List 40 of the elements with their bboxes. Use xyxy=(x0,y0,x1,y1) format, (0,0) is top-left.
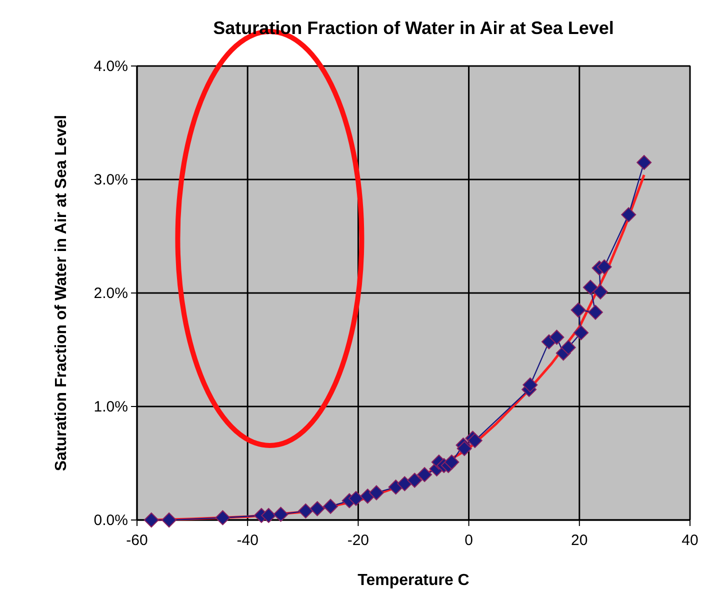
point xyxy=(397,476,412,492)
point xyxy=(273,506,288,522)
x-tick-label: -20 xyxy=(347,532,370,549)
x-tick-label: -40 xyxy=(236,532,258,549)
x-tick-label: -60 xyxy=(126,532,148,549)
point xyxy=(215,510,230,526)
chart-title: Saturation Fraction of Water in Air at Sea Level xyxy=(213,18,614,38)
point xyxy=(444,454,460,470)
point xyxy=(162,512,177,528)
x-tick-label: 40 xyxy=(682,532,698,549)
point xyxy=(588,304,603,320)
point xyxy=(144,512,159,528)
point xyxy=(456,440,472,456)
point xyxy=(348,490,364,506)
point xyxy=(560,340,576,355)
point xyxy=(368,485,384,500)
x-tick-label: 20 xyxy=(571,532,588,549)
y-tick-label: 4.0% xyxy=(94,58,128,75)
point xyxy=(323,498,338,514)
point xyxy=(596,259,612,274)
point xyxy=(582,280,598,295)
point xyxy=(549,330,564,345)
y-tick-label: 1.0% xyxy=(94,398,128,416)
point xyxy=(407,472,422,488)
point xyxy=(310,501,325,516)
y-axis-title: Saturation Fraction of Water in Air at Sea Level xyxy=(53,114,70,472)
y-tick-label: 3.0% xyxy=(94,172,128,188)
point xyxy=(621,207,636,222)
point xyxy=(636,154,652,170)
point xyxy=(570,302,586,318)
y-tick-label: 2.0% xyxy=(94,285,128,302)
x-tick-label: 0 xyxy=(464,532,473,549)
point xyxy=(574,325,589,340)
y-tick-label: 0.0% xyxy=(94,512,128,529)
point xyxy=(592,284,608,300)
point xyxy=(298,503,314,518)
point xyxy=(417,467,432,482)
x-axis-title: Temperature C xyxy=(358,572,470,589)
point xyxy=(261,508,276,523)
point xyxy=(522,377,538,392)
